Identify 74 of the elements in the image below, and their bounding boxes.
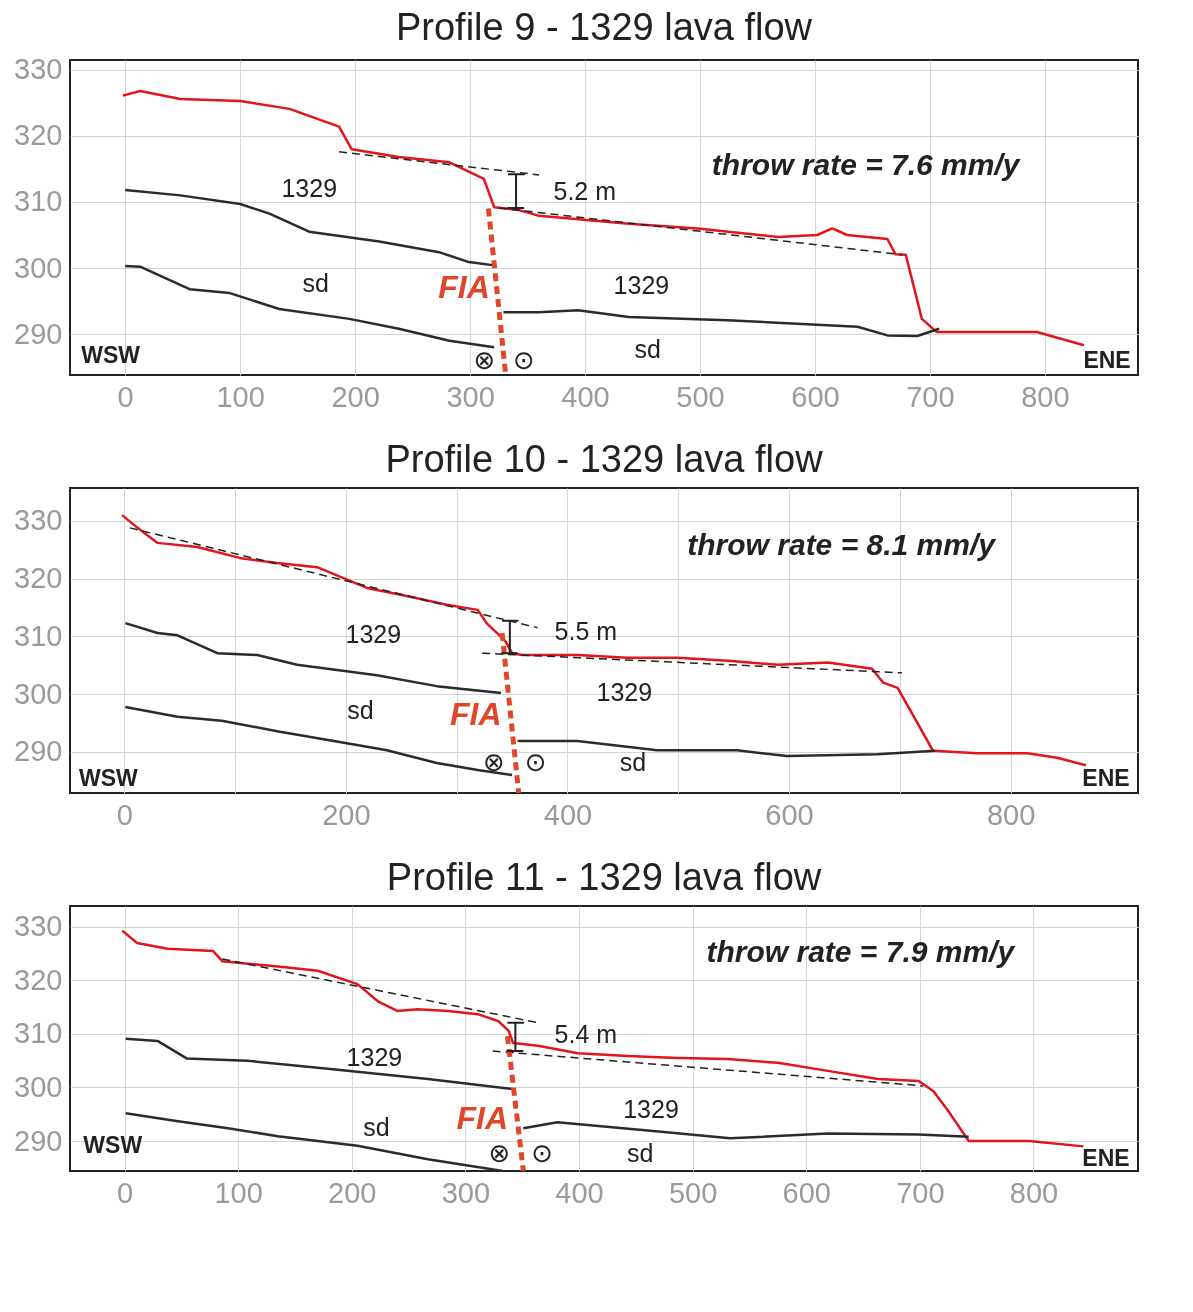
- annotation: sd: [627, 1139, 654, 1168]
- annotation: 5.5 m: [554, 616, 618, 645]
- y-tick-label: 310: [14, 185, 63, 218]
- x-tick-label: 700: [896, 1176, 945, 1209]
- x-tick-label: 400: [555, 1176, 604, 1209]
- x-tick-label: 600: [765, 798, 814, 831]
- annotation: 1329: [345, 619, 402, 648]
- annotation: sd: [619, 748, 647, 777]
- annotation: 1329: [596, 677, 653, 706]
- annotation: ⊗: [488, 1138, 511, 1169]
- y-tick-label: 330: [14, 53, 63, 86]
- x-tick-label: 200: [322, 798, 371, 831]
- y-tick-label: 290: [14, 317, 63, 350]
- annotation: throw rate = 8.1 mm/y: [687, 527, 997, 561]
- y-tick-label: 300: [14, 251, 63, 284]
- annotation: sd: [363, 1113, 390, 1142]
- annotation: FIA: [456, 1100, 509, 1137]
- y-tick-label: 320: [14, 963, 63, 996]
- x-tick-label: 600: [791, 380, 840, 413]
- chart-title: Profile 9 - 1329 lava flow: [395, 5, 813, 48]
- x-tick-label: 400: [561, 380, 610, 413]
- annotation: WSW: [83, 1131, 143, 1158]
- y-tick-label: 290: [14, 735, 63, 768]
- y-tick-label: 300: [14, 677, 63, 710]
- x-tick-label: 500: [676, 380, 725, 413]
- chart-title: Profile 11 - 1329 lava flow: [386, 856, 822, 898]
- x-tick-label: 600: [782, 1176, 831, 1209]
- y-tick-label: 290: [14, 1124, 63, 1157]
- y-tick-label: 310: [14, 619, 63, 652]
- annotation: 1329: [346, 1043, 403, 1072]
- y-tick-label: 310: [14, 1017, 63, 1050]
- annotation: ENE: [1082, 765, 1130, 792]
- x-tick-label: 100: [214, 1176, 263, 1209]
- x-tick-label: 0: [116, 798, 133, 831]
- x-tick-label: 800: [1009, 1176, 1059, 1209]
- x-tick-label: 0: [116, 1176, 134, 1209]
- annotation: 1329: [613, 270, 670, 299]
- annotation: ⊗: [473, 345, 496, 376]
- annotation: 1329: [623, 1095, 679, 1124]
- x-tick-label: 800: [986, 798, 1036, 831]
- x-tick-label: 300: [446, 380, 495, 413]
- chart-title: Profile 10 - 1329 lava flow: [385, 438, 824, 480]
- annotation: ENE: [1082, 1145, 1130, 1172]
- x-tick-label: 100: [216, 380, 265, 413]
- x-tick-label: 200: [328, 1176, 377, 1209]
- x-tick-label: 700: [906, 380, 955, 413]
- annotation: sd: [302, 268, 329, 297]
- annotation: FIA: [438, 269, 490, 306]
- annotation: 5.4 m: [554, 1020, 618, 1049]
- annotation: WSW: [79, 765, 139, 792]
- annotation: WSW: [81, 341, 141, 368]
- annotation: throw rate = 7.6 mm/y: [711, 147, 1021, 181]
- x-tick-label: 300: [441, 1176, 491, 1209]
- annotation: ⊙: [531, 1138, 553, 1169]
- annotation: ENE: [1083, 346, 1131, 373]
- annotation: sd: [634, 334, 661, 363]
- x-tick-label: 500: [668, 1176, 718, 1209]
- annotation: ⊙: [524, 747, 547, 778]
- annotation: 1329: [281, 173, 338, 202]
- x-tick-label: 0: [117, 380, 134, 413]
- y-tick-label: 330: [14, 910, 63, 943]
- annotation: sd: [347, 695, 374, 724]
- y-tick-label: 320: [14, 119, 63, 152]
- annotation: ⊙: [513, 345, 535, 376]
- x-tick-label: 200: [331, 380, 380, 413]
- annotation: FIA: [450, 695, 502, 732]
- x-tick-label: 400: [543, 798, 593, 831]
- annotation: throw rate = 7.9 mm/y: [706, 935, 1016, 969]
- annotation: ⊗: [483, 747, 505, 778]
- annotation: 5.2 m: [553, 176, 617, 205]
- y-tick-label: 320: [14, 562, 63, 595]
- y-tick-label: 300: [14, 1070, 63, 1103]
- y-tick-label: 330: [14, 504, 63, 537]
- x-tick-label: 800: [1021, 380, 1070, 413]
